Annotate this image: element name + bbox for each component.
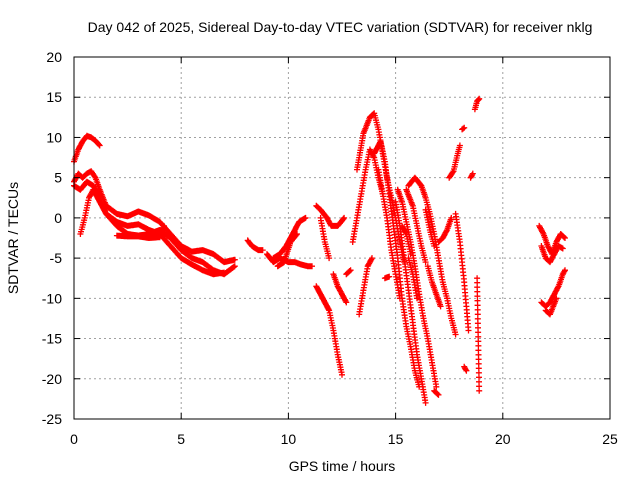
series-sat-am (538, 243, 566, 266)
data-point-markers (381, 273, 393, 282)
data-point-markers (446, 142, 463, 181)
series-sat-m (330, 271, 350, 306)
data-point-markers (467, 170, 476, 181)
series-sat-l (313, 283, 345, 378)
data-point-markers (330, 271, 350, 306)
series-sat-w (405, 255, 420, 302)
data-point-markers (399, 222, 414, 258)
data-point-markers (538, 243, 566, 266)
series-sat-j (313, 202, 348, 229)
data-point-markers (431, 387, 442, 398)
series-sat-y (399, 222, 414, 258)
data-point-markers (343, 267, 354, 278)
data-points (71, 95, 568, 406)
y-tick-label: -15 (42, 331, 62, 347)
data-point-markers (435, 214, 455, 245)
series-sat-ad (452, 210, 472, 334)
data-point-markers (471, 95, 483, 113)
series-sat-v (403, 186, 429, 266)
series-sat-an (538, 267, 568, 310)
series-sat-b (71, 168, 238, 266)
x-tick-label: 0 (70, 431, 78, 447)
data-point-markers (461, 363, 470, 374)
series-sat-e (113, 222, 167, 241)
series-sat-ab (435, 214, 455, 245)
data-point-markers (244, 237, 266, 254)
data-point-markers (264, 251, 315, 270)
data-point-markers (71, 168, 238, 266)
y-tick-label: -25 (42, 411, 62, 427)
x-axis-label: GPS time / hours (289, 458, 396, 474)
series-sat-ae (461, 363, 470, 374)
plot-frame (73, 56, 611, 420)
chart-title: Day 042 of 2025, Sidereal Day-to-day VTE… (88, 19, 593, 35)
series-sat-k (317, 214, 333, 262)
data-point-markers (405, 255, 420, 302)
series-sat-g (264, 251, 315, 270)
axis-ticks: 0 5 10 15 20 25 -25 -20 -15 -10 -5 0 5 10 15 20 (42, 49, 618, 447)
y-tick-label: 5 (54, 170, 62, 186)
grid-lines (74, 57, 610, 419)
data-point-markers (113, 222, 167, 241)
series-sat-x (405, 174, 459, 338)
data-point-markers (392, 198, 429, 406)
series-sat-aa (424, 263, 444, 310)
y-tick-label: 10 (46, 129, 62, 145)
data-point-markers (474, 275, 483, 394)
data-point-markers (403, 186, 429, 266)
data-point-markers (313, 283, 345, 378)
data-point-markers (394, 186, 440, 390)
series-sat-d (77, 186, 238, 278)
data-point-markers (274, 231, 300, 270)
data-point-markers (317, 214, 333, 262)
series-sat-f (244, 237, 266, 254)
x-tick-label: 5 (177, 431, 185, 447)
data-point-markers (356, 255, 375, 318)
data-point-markers (459, 124, 468, 133)
data-point-markers (542, 295, 560, 318)
series-sat-af (459, 124, 468, 133)
series-sat-n (343, 267, 354, 278)
series-sat-ao (542, 295, 560, 318)
data-point-markers (375, 166, 403, 302)
series-sat-ah (471, 95, 483, 113)
y-tick-label: -5 (50, 250, 63, 266)
series-sat-z (422, 206, 438, 249)
data-point-markers (313, 202, 348, 229)
x-tick-label: 25 (602, 431, 618, 447)
series-sat-r (371, 138, 423, 390)
series-sat-ak (381, 273, 393, 282)
data-point-markers (538, 267, 568, 310)
data-point-markers (452, 210, 472, 334)
series-sat-u (394, 186, 440, 390)
series-sat-t (392, 198, 429, 406)
series-sat-s (375, 166, 403, 302)
x-tick-label: 20 (495, 431, 511, 447)
series-sat-ai (474, 275, 483, 394)
data-point-markers (422, 206, 438, 249)
series-sat-q (356, 255, 375, 318)
x-tick-label: 15 (388, 431, 404, 447)
data-point-markers (424, 263, 444, 310)
y-tick-label: 0 (54, 210, 62, 226)
data-point-markers (405, 174, 459, 338)
series-sat-al (536, 222, 568, 258)
data-point-markers (371, 138, 423, 390)
series-sat-aj (431, 387, 442, 398)
y-axis-label: SDTVAR / TECUs (5, 182, 21, 294)
data-point-markers (77, 186, 238, 278)
series-sat-ag (467, 170, 476, 181)
x-tick-label: 10 (281, 431, 297, 447)
series-sat-ac (446, 142, 463, 181)
y-tick-label: -20 (42, 371, 62, 387)
data-point-markers (536, 222, 568, 258)
series-sat-i (274, 231, 300, 270)
y-tick-label: 20 (46, 49, 62, 65)
y-tick-label: 15 (46, 89, 62, 105)
y-tick-label: -10 (42, 290, 62, 306)
